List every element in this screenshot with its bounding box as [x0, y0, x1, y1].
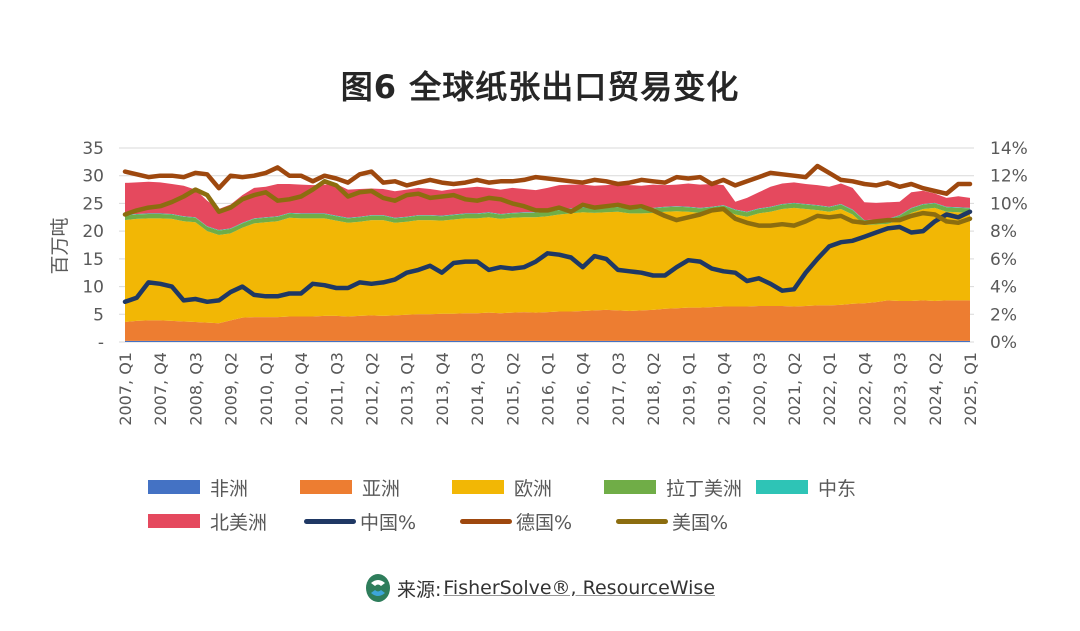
x-tick-label: 2010, Q1	[257, 352, 276, 426]
legend-swatch	[756, 480, 808, 494]
legend-label: 德国%	[516, 511, 573, 534]
area-欧洲	[125, 207, 970, 324]
legend-swatch	[460, 518, 512, 524]
source-label: 来源:	[396, 578, 442, 601]
y-tick-label: 15	[82, 250, 104, 270]
x-tick-label: 2015, Q2	[503, 352, 522, 426]
x-tick-label: 2017, Q3	[609, 352, 628, 426]
y2-tick-label: 10%	[990, 194, 1028, 214]
x-tick-label: 2022, Q1	[820, 352, 839, 426]
source-line: 来源: FisherSolve®, ResourceWise	[0, 573, 1080, 603]
x-tick-label: 2013, Q1	[398, 352, 417, 426]
x-tick-label: 2023, Q3	[891, 352, 910, 426]
x-tick-label: 2019, Q1	[679, 352, 698, 426]
y-tick-label: 20	[82, 222, 104, 242]
x-tick-label: 2007, Q1	[116, 352, 135, 426]
legend-item: 拉丁美洲	[604, 474, 756, 501]
legend-item: 中东	[756, 474, 908, 501]
x-tick-label: 2022, Q4	[855, 352, 874, 426]
legend-swatch	[300, 480, 352, 494]
legend-swatch	[604, 480, 656, 494]
x-tick-label: 2007, Q4	[151, 352, 170, 426]
legend-label: 非洲	[210, 477, 249, 500]
y2-tick-label: 2%	[990, 305, 1017, 325]
y-axis-label: 百万吨	[49, 217, 71, 274]
resourcewise-logo-icon	[365, 574, 390, 602]
legend-item: 德国%	[460, 508, 616, 535]
legend-item: 中国%	[304, 508, 460, 535]
y-tick-label: -	[98, 333, 104, 353]
legend-item: 北美洲	[148, 508, 304, 535]
y-tick-label: 30	[82, 167, 104, 187]
stacked-areas	[125, 181, 970, 342]
chart-svg: - 5 10 15 20 25 30 35 0% 2% 4% 6% 8% 10% 12% 14% 2007,…	[49, 139, 1028, 426]
right-axis-ticks: 0% 2% 4% 6% 8% 10% 12% 14%	[990, 139, 1028, 353]
legend: 非洲 亚洲 欧洲 拉丁美洲 中东 北美洲 中国% 德国% 美国%	[148, 470, 908, 538]
area-非洲	[125, 340, 970, 342]
line-中国%	[122, 209, 973, 305]
y-tick-label: 35	[82, 139, 104, 159]
x-tick-label: 2013, Q4	[433, 352, 452, 426]
y2-tick-label: 0%	[990, 333, 1017, 353]
y-tick-label: 5	[93, 305, 104, 325]
line-美国%	[122, 179, 973, 228]
y2-tick-label: 14%	[990, 139, 1028, 159]
area-拉丁美洲	[125, 203, 970, 235]
legend-swatch	[148, 514, 200, 528]
x-tick-label: 2011, Q3	[327, 352, 346, 426]
x-tick-label: 2020, Q3	[750, 352, 769, 426]
legend-label: 北美洲	[210, 511, 268, 534]
x-tick-label: 2012, Q2	[363, 352, 382, 426]
x-tick-label: 2021, Q2	[785, 352, 804, 426]
source-link[interactable]: FisherSolve®, ResourceWise	[443, 577, 716, 599]
y2-tick-label: 8%	[990, 222, 1017, 242]
legend-label: 美国%	[672, 511, 729, 534]
legend-swatch	[616, 518, 668, 524]
x-tick-label: 2025, Q1	[961, 352, 980, 426]
legend-swatch	[452, 480, 504, 494]
legend-item: 亚洲	[300, 474, 452, 501]
line-德国%	[122, 163, 973, 196]
legend-swatch	[304, 518, 356, 524]
area-亚洲	[125, 300, 970, 341]
legend-label: 中东	[818, 477, 857, 500]
y-tick-label: 10	[82, 278, 104, 298]
legend-label: 拉丁美洲	[666, 477, 743, 500]
y2-tick-label: 4%	[990, 278, 1017, 298]
y-tick-label: 25	[82, 194, 104, 214]
x-tick-label: 2019, Q4	[715, 352, 734, 426]
legend-label: 中国%	[360, 511, 417, 534]
legend-swatch	[148, 480, 200, 494]
legend-item: 非洲	[148, 474, 300, 501]
y2-tick-label: 12%	[990, 167, 1028, 187]
legend-item: 美国%	[616, 508, 772, 535]
legend-item: 欧洲	[452, 474, 604, 501]
chart-title: 图6 全球纸张出口贸易变化	[340, 68, 740, 106]
y2-tick-label: 6%	[990, 250, 1017, 270]
x-tick-label: 2014, Q3	[468, 352, 487, 426]
x-tick-label: 2009, Q2	[222, 352, 241, 426]
legend-label: 欧洲	[514, 477, 553, 500]
x-tick-label: 2018, Q2	[644, 352, 663, 426]
x-axis-ticks: 2007, Q1 2007, Q4 2008, Q3 2009, Q2 2010, Q1…	[116, 352, 980, 426]
x-tick-label: 2024, Q2	[926, 352, 945, 426]
x-tick-label: 2016, Q4	[574, 352, 593, 426]
left-axis-ticks: - 5 10 15 20 25 30 35	[82, 139, 104, 353]
x-tick-label: 2008, Q3	[186, 352, 205, 426]
x-tick-label: 2010, Q4	[292, 352, 311, 426]
x-tick-label: 2016, Q1	[539, 352, 558, 426]
line-series	[122, 163, 973, 305]
area-北美洲	[125, 181, 970, 230]
legend-label: 亚洲	[362, 477, 401, 500]
